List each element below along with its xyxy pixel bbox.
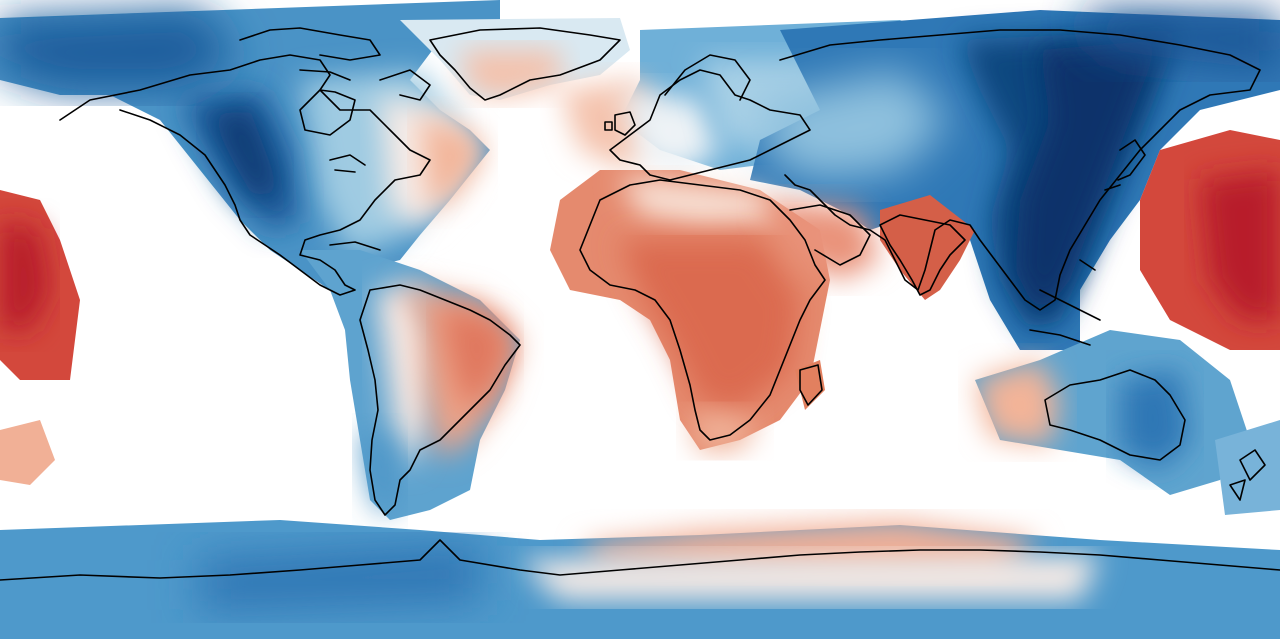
coastline-southeast-asia bbox=[1029, 259, 1101, 346]
pacific-southwest-warm bbox=[0, 420, 55, 485]
coastline-scandinavia bbox=[664, 54, 751, 101]
coastline-cuba bbox=[329, 241, 381, 251]
africa-light-south bbox=[690, 410, 760, 452]
coastline-hudson-bay bbox=[299, 89, 356, 136]
india-base bbox=[880, 195, 975, 300]
region-north-america bbox=[0, 0, 500, 290]
coastline-africa bbox=[579, 179, 826, 441]
coastline-antarctica bbox=[0, 539, 1280, 581]
coastline-arabia bbox=[789, 204, 871, 266]
coastline-arctic-islands bbox=[239, 27, 431, 101]
madagascar-warm bbox=[795, 360, 825, 410]
asia-navy bbox=[1015, 40, 1160, 320]
coastline-great-lakes bbox=[329, 154, 366, 173]
north-america-light-red bbox=[420, 115, 485, 210]
region-australia bbox=[975, 330, 1280, 515]
coastline-japan bbox=[1104, 139, 1146, 191]
coastline-india bbox=[879, 214, 966, 296]
pacific-west-core bbox=[0, 220, 50, 330]
north-america-north-dark bbox=[0, 10, 240, 90]
north-america-navy-core bbox=[210, 110, 280, 200]
region-antarctica bbox=[0, 520, 1280, 639]
south-america-warmer bbox=[440, 305, 510, 410]
europe-pale bbox=[620, 90, 720, 175]
coastline-madagascar bbox=[799, 364, 823, 406]
coastline-south-america bbox=[359, 284, 521, 516]
coastline-north-america bbox=[59, 54, 431, 296]
antarctica-pale bbox=[520, 555, 1100, 600]
africa-pale-north bbox=[620, 175, 790, 225]
australia-dark-east bbox=[1120, 370, 1190, 470]
coastlines bbox=[0, 27, 1280, 581]
region-pacific bbox=[0, 130, 1280, 485]
coastline-asia bbox=[779, 29, 1261, 311]
new-zealand-base bbox=[1215, 420, 1280, 515]
greenland-warm bbox=[460, 50, 560, 98]
coastline-new-zealand bbox=[1229, 449, 1266, 501]
region-greenland bbox=[400, 18, 630, 100]
region-asia bbox=[750, 10, 1280, 350]
region-india bbox=[880, 195, 975, 300]
region-south-america bbox=[300, 250, 520, 520]
pacific-east-core bbox=[1200, 170, 1280, 320]
africa-warm-core bbox=[620, 240, 800, 410]
region-africa bbox=[550, 170, 880, 452]
south-america-cool-south bbox=[360, 430, 400, 515]
coastline-australia bbox=[1044, 369, 1186, 461]
australia-warm-west bbox=[975, 360, 1060, 445]
asia-light bbox=[760, 70, 950, 180]
coastline-british-isles bbox=[604, 111, 636, 136]
coastline-greenland bbox=[429, 27, 621, 101]
